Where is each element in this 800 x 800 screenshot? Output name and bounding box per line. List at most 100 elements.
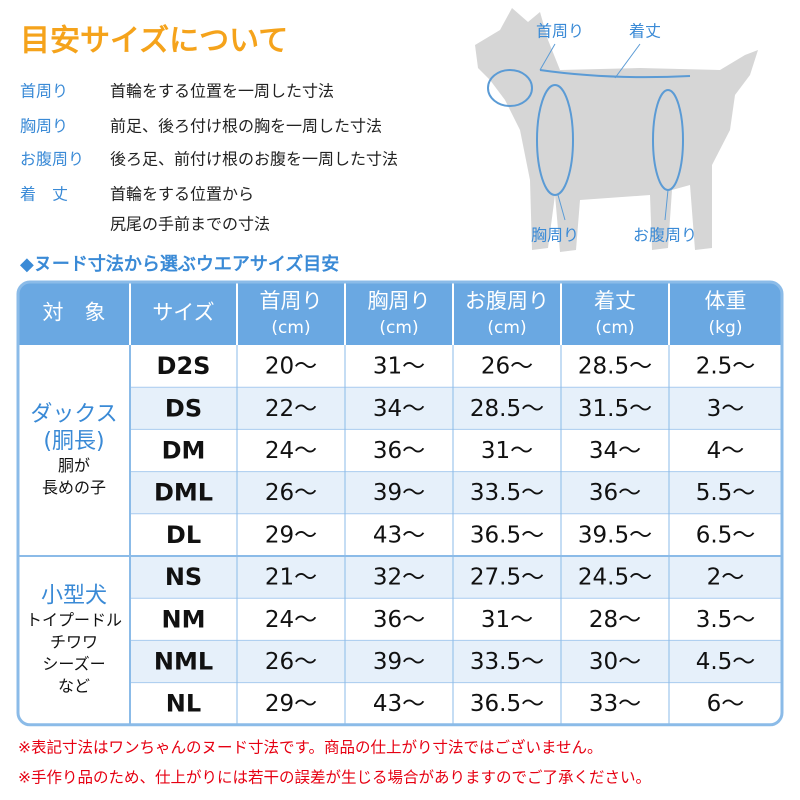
note: ※手作り品のため、仕上がりには若干の誤差が生じる場合がありますのでご了承ください…	[18, 769, 651, 787]
column-header: 着丈	[594, 289, 636, 313]
cell: 32～	[373, 565, 425, 591]
cell: 6～	[707, 691, 745, 717]
row-bg	[130, 598, 782, 641]
column-header: 体重	[705, 289, 747, 313]
table-border	[16, 280, 784, 727]
leader-lines	[539, 43, 669, 221]
cell: 3～	[707, 396, 745, 422]
group-title: 小型犬	[41, 583, 107, 608]
group-title: ダックス	[30, 402, 117, 427]
header-bg	[18, 282, 782, 345]
cell: 36～	[373, 607, 425, 633]
cell: 4.5～	[696, 649, 756, 675]
dog-diagram	[475, 8, 758, 252]
row-bg	[130, 471, 782, 514]
cell: DL	[166, 521, 201, 549]
cell: 26～	[265, 649, 317, 675]
cell: 21～	[265, 565, 317, 591]
column-unit: (cm)	[379, 318, 418, 338]
cell: 29～	[265, 691, 317, 717]
cell: 22～	[265, 396, 317, 422]
diagram-label: 胸周り	[531, 226, 579, 245]
cell: 39.5～	[578, 522, 652, 548]
cell: 33～	[589, 691, 641, 717]
diagram-label: お腹周り	[633, 226, 697, 245]
cell: NL	[166, 690, 201, 718]
diagram-label: 首周り	[536, 22, 584, 41]
cell: 3.5～	[696, 607, 756, 633]
definition-term: 着 丈	[20, 185, 68, 204]
cell: 4～	[707, 438, 745, 464]
cell: 34～	[589, 438, 641, 464]
cell: 28～	[589, 607, 641, 633]
cell: 20～	[265, 354, 317, 380]
definition-term: 胸周り	[20, 117, 68, 136]
cell: 2～	[707, 565, 745, 591]
row-bg	[130, 513, 782, 556]
column-header: 胸周り	[368, 289, 431, 313]
column-header: 対 象	[43, 301, 106, 325]
diagram-label: 着丈	[629, 22, 661, 41]
cell: 43～	[373, 522, 425, 548]
cell: 2.5～	[696, 354, 756, 380]
cell: 36.5～	[470, 691, 544, 717]
cell: 31～	[481, 438, 533, 464]
cell: 27.5～	[470, 565, 544, 591]
chest-line	[536, 84, 574, 196]
cell: 36～	[373, 438, 425, 464]
cell: D2S	[157, 352, 211, 380]
cell: 24～	[265, 607, 317, 633]
cell: 39～	[373, 649, 425, 675]
cell: 30～	[589, 649, 641, 675]
group-desc: チワワ	[50, 632, 98, 651]
definition-text: 後ろ足、前付け根のお腹を一周した寸法	[110, 150, 398, 169]
length-line	[539, 69, 691, 79]
row-bg	[130, 429, 782, 472]
column-header: 首周り	[260, 289, 323, 313]
cell: 28.5～	[470, 396, 544, 422]
column-unit: (cm)	[487, 318, 526, 338]
cell: 26～	[265, 480, 317, 506]
cell: NS	[165, 563, 202, 591]
cell: 43～	[373, 691, 425, 717]
cell: 26～	[481, 354, 533, 380]
definition-term: 首周り	[20, 82, 68, 101]
cell: NM	[162, 605, 206, 633]
title: 目安サイズについて	[20, 24, 288, 59]
neck-line	[487, 69, 533, 107]
cell: 36.5～	[470, 522, 544, 548]
group-desc: 胴が	[58, 456, 90, 475]
cell: 5.5～	[696, 480, 756, 506]
row-bg	[130, 556, 782, 599]
group-desc: など	[58, 676, 90, 695]
row-bg	[130, 640, 782, 683]
column-unit: (cm)	[595, 318, 634, 338]
definition-text: 前足、後ろ付け根の胸を一周した寸法	[110, 117, 382, 136]
note: ※表記寸法はワンちゃんのヌード寸法です。商品の仕上がり寸法ではございません。	[18, 738, 602, 757]
definition-term: お腹周り	[20, 150, 84, 169]
cell: 33.5～	[470, 480, 544, 506]
definition-text: 尻尾の手前までの寸法	[110, 215, 270, 234]
cell: 31.5～	[578, 396, 652, 422]
cell: DM	[162, 437, 206, 465]
cell: 39～	[373, 480, 425, 506]
cell: DS	[165, 394, 202, 422]
cell: 33.5～	[470, 649, 544, 675]
group-desc: トイプードル	[26, 610, 122, 629]
definition-text: 首輪をする位置から	[110, 185, 254, 204]
cell: 31～	[373, 354, 425, 380]
cell: 36～	[589, 480, 641, 506]
cell: 28.5～	[578, 354, 652, 380]
cell: 24～	[265, 438, 317, 464]
column-header: お腹周り	[465, 289, 549, 313]
cell: 6.5～	[696, 522, 756, 548]
row-bg	[130, 387, 782, 430]
cell: 29～	[265, 522, 317, 548]
group-desc: 長めの子	[42, 478, 106, 497]
row-bg	[130, 345, 782, 388]
cell: DML	[154, 479, 213, 507]
column-unit: (cm)	[271, 318, 310, 338]
cell: NML	[154, 648, 213, 676]
column-header: サイズ	[152, 301, 214, 325]
